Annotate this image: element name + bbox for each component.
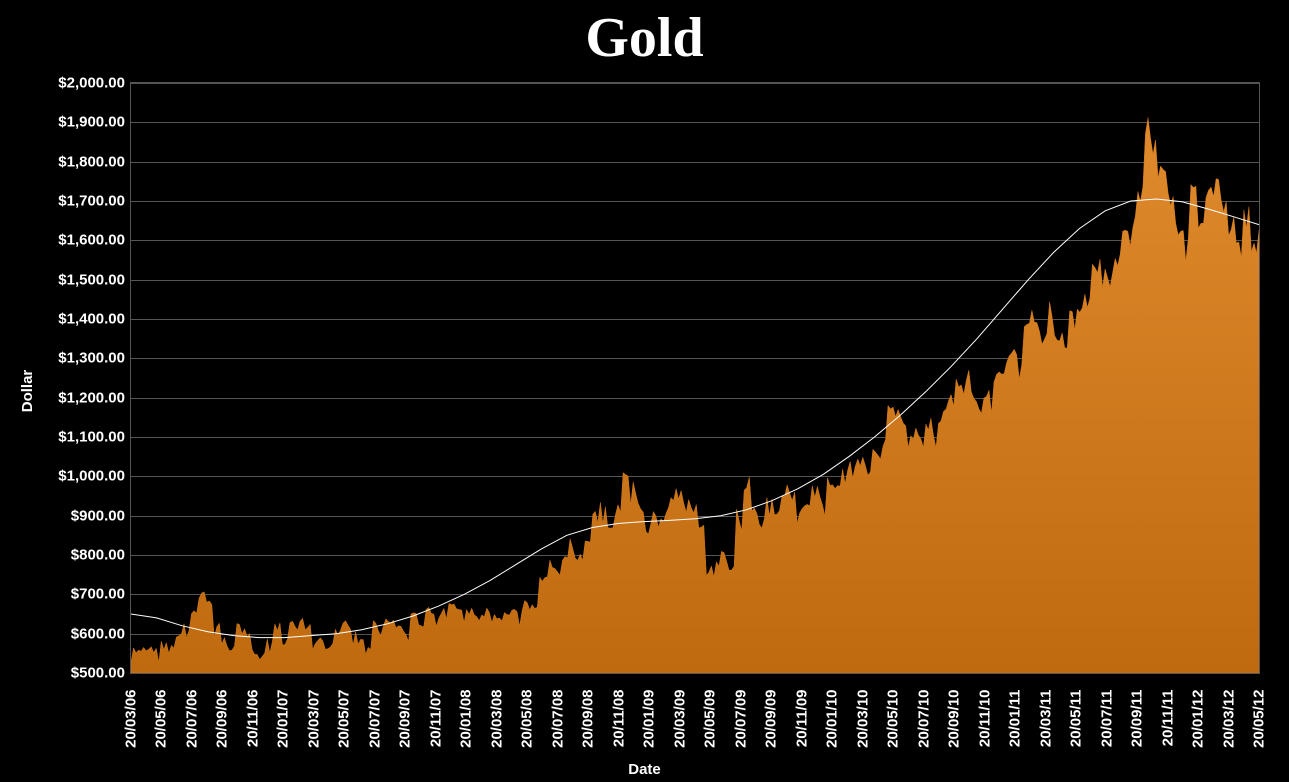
- x-tick-label: 20/07/07: [366, 690, 383, 748]
- y-tick-label: $1,900.00: [58, 114, 131, 131]
- x-tick-label: 20/09/07: [397, 690, 414, 748]
- y-tick-label: $1,100.00: [58, 429, 131, 446]
- x-tick-label: 20/09/06: [214, 690, 231, 748]
- x-tick-label: 20/03/07: [305, 690, 322, 748]
- x-tick-label: 20/03/10: [854, 690, 871, 748]
- y-axis-title: Dollar: [19, 370, 36, 413]
- chart-svg: [131, 83, 1259, 673]
- plot-area: $500.00$600.00$700.00$800.00$900.00$1,00…: [130, 82, 1260, 674]
- y-tick-label: $1,600.00: [58, 232, 131, 249]
- x-tick-label: 20/11/10: [976, 690, 993, 748]
- x-axis-title: Date: [0, 761, 1289, 778]
- x-tick-label: 20/01/07: [275, 690, 292, 748]
- x-tick-label: 20/03/06: [123, 690, 140, 748]
- x-tick-label: 20/09/10: [946, 690, 963, 748]
- x-tick-label: 20/09/09: [763, 690, 780, 748]
- x-tick-label: 20/11/11: [1159, 690, 1176, 747]
- x-tick-label: 20/11/07: [427, 690, 444, 748]
- y-tick-label: $800.00: [71, 547, 131, 564]
- x-tick-label: 20/05/07: [336, 690, 353, 748]
- x-tick-label: 20/01/08: [458, 690, 475, 748]
- x-tick-label: 20/11/06: [244, 690, 261, 748]
- y-tick-label: $2,000.00: [58, 75, 131, 92]
- x-tick-label: 20/07/09: [732, 690, 749, 748]
- x-tick-label: 20/07/11: [1098, 690, 1115, 748]
- x-tick-label: 20/03/12: [1220, 690, 1237, 748]
- x-tick-label: 20/05/12: [1251, 690, 1268, 748]
- x-tick-label: 20/07/06: [183, 690, 200, 748]
- y-tick-label: $900.00: [71, 507, 131, 524]
- x-tick-label: 20/01/10: [824, 690, 841, 748]
- y-tick-label: $1,400.00: [58, 311, 131, 328]
- x-tick-label: 20/05/09: [702, 690, 719, 748]
- x-tick-label: 20/05/08: [519, 690, 536, 748]
- y-tick-label: $1,800.00: [58, 153, 131, 170]
- x-tick-label: 20/11/08: [610, 690, 627, 748]
- y-tick-label: $1,200.00: [58, 389, 131, 406]
- x-tick-label: 20/07/08: [549, 690, 566, 748]
- y-tick-label: $700.00: [71, 586, 131, 603]
- y-tick-label: $1,300.00: [58, 350, 131, 367]
- y-tick-label: $1,500.00: [58, 271, 131, 288]
- area-series: [131, 118, 1259, 673]
- x-tick-label: 20/03/11: [1037, 690, 1054, 748]
- x-tick-label: 20/01/12: [1190, 690, 1207, 748]
- x-tick-label: 20/05/11: [1068, 690, 1085, 748]
- x-tick-label: 20/01/11: [1007, 690, 1024, 748]
- x-tick-label: 20/09/11: [1129, 690, 1146, 748]
- y-tick-label: $500.00: [71, 665, 131, 682]
- x-tick-label: 20/03/08: [488, 690, 505, 748]
- x-tick-label: 20/05/06: [153, 690, 170, 748]
- x-tick-label: 20/07/10: [915, 690, 932, 748]
- x-tick-label: 20/09/08: [580, 690, 597, 748]
- y-tick-label: $1,000.00: [58, 468, 131, 485]
- x-tick-label: 20/01/09: [641, 690, 658, 748]
- chart-title: Gold: [0, 6, 1289, 70]
- y-tick-label: $600.00: [71, 625, 131, 642]
- x-tick-label: 20/05/10: [885, 690, 902, 748]
- y-tick-label: $1,700.00: [58, 193, 131, 210]
- gold-chart: Gold Dollar Date $500.00$600.00$700.00$8…: [0, 0, 1289, 782]
- x-tick-label: 20/11/09: [793, 690, 810, 748]
- x-tick-label: 20/03/09: [671, 690, 688, 748]
